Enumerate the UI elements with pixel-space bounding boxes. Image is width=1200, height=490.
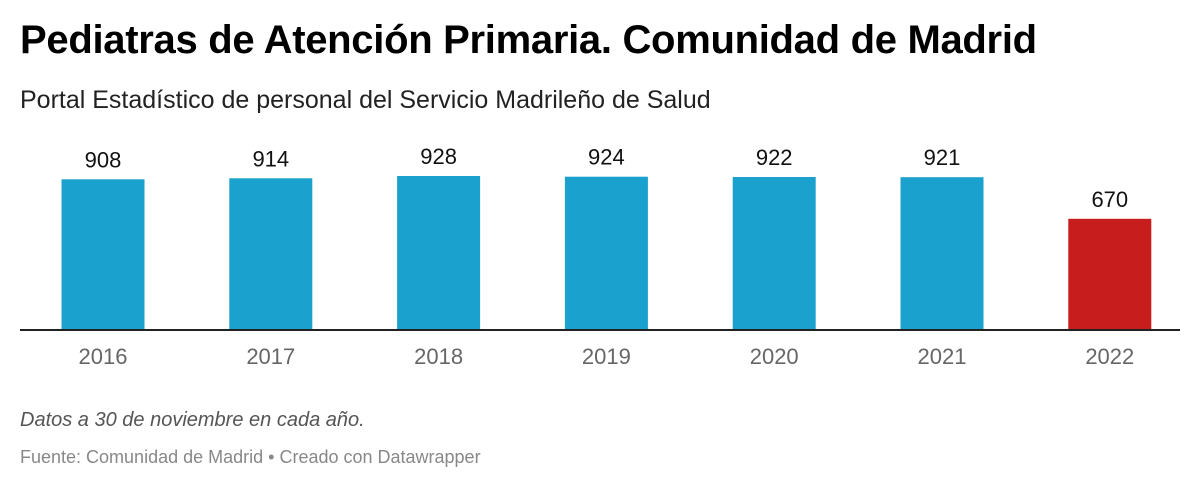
chart-note: Datos a 30 de noviembre en cada año. [20, 409, 365, 431]
bar-2019 [564, 176, 648, 330]
data-label-2019: 924 [588, 145, 625, 170]
bar-2016 [61, 179, 145, 330]
x-tick-label-2018: 2018 [414, 344, 463, 369]
data-label-2018: 928 [420, 144, 457, 169]
bar-2022 [1068, 218, 1152, 330]
data-label-2022: 670 [1091, 187, 1128, 212]
x-tick-label-2017: 2017 [246, 344, 295, 369]
bars-layer [61, 176, 1152, 330]
data-label-2020: 922 [756, 145, 793, 170]
chart-subtitle: Portal Estadístico de personal del Servi… [20, 86, 711, 114]
x-tick-label-2021: 2021 [918, 344, 967, 369]
data-label-2021: 921 [924, 145, 961, 170]
bar-2018 [397, 176, 481, 330]
source-text: Fuente: Comunidad de Madrid [20, 447, 264, 467]
bar-2021 [900, 177, 984, 330]
bar-2020 [732, 177, 816, 330]
bar-2017 [229, 178, 313, 330]
credit-link[interactable]: Creado con Datawrapper [279, 447, 481, 467]
x-tick-label-2019: 2019 [582, 344, 631, 369]
data-label-2016: 908 [85, 147, 122, 172]
value-labels-layer: 908 914 928 924 922 921 670 [85, 144, 1129, 212]
x-tick-labels-layer: 2016 2017 2018 2019 2020 2021 2022 [79, 344, 1135, 369]
x-tick-label-2016: 2016 [79, 344, 128, 369]
data-label-2017: 914 [252, 146, 289, 171]
source-separator: • [268, 447, 275, 467]
x-tick-label-2020: 2020 [750, 344, 799, 369]
chart-title: Pediatras de Atención Primaria. Comunida… [20, 18, 1037, 62]
x-tick-label-2022: 2022 [1085, 344, 1134, 369]
chart-source: Fuente: Comunidad de Madrid • Creado con D… [20, 447, 481, 468]
